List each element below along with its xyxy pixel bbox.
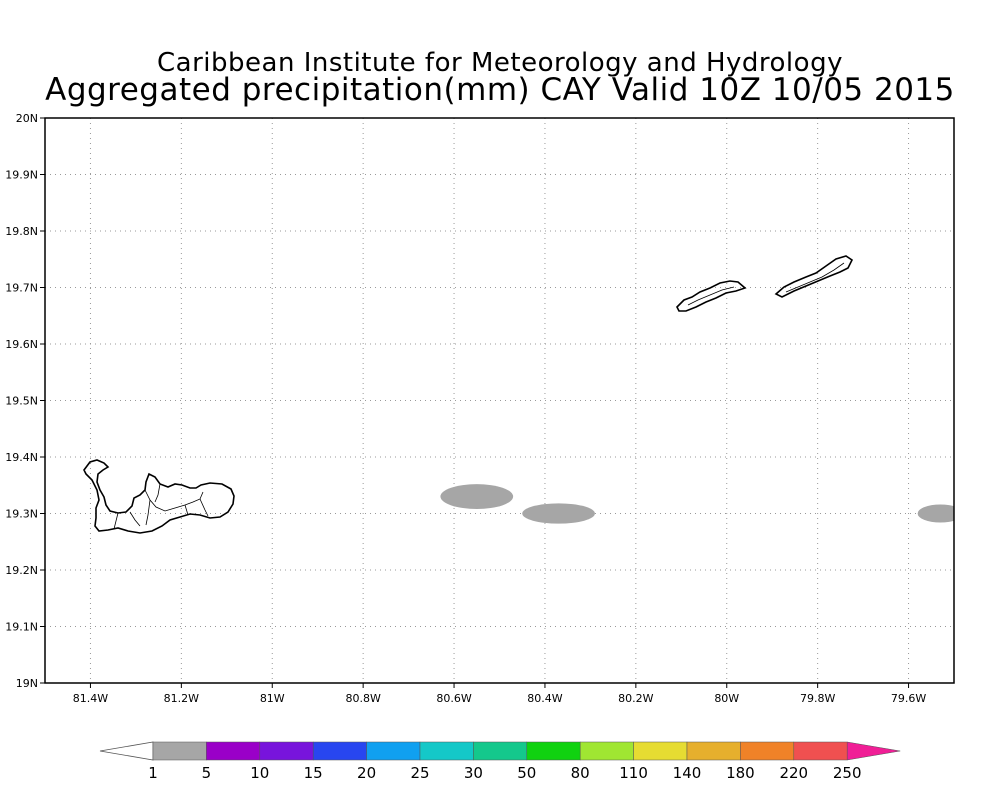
precipitation-areas bbox=[440, 484, 954, 524]
lat-tick-label: 19.9N bbox=[5, 169, 38, 182]
colorbar-segment bbox=[579, 741, 634, 761]
lon-tick-label: 81.2W bbox=[164, 692, 199, 705]
colorbar-label: 5 bbox=[202, 764, 212, 782]
colorbar-label: 140 bbox=[673, 764, 702, 782]
lat-tick-label: 19.6N bbox=[5, 338, 38, 351]
grid-lines bbox=[45, 118, 954, 683]
colorbar-segment bbox=[259, 741, 314, 761]
colorbar-label: 15 bbox=[304, 764, 323, 782]
lon-tick-label: 79.8W bbox=[800, 692, 835, 705]
lat-tick-label: 19.8N bbox=[5, 225, 38, 238]
colorbar-label: 1 bbox=[148, 764, 158, 782]
colorbar-label: 110 bbox=[619, 764, 648, 782]
coastlines bbox=[83, 255, 854, 534]
colorbar-label: 50 bbox=[517, 764, 536, 782]
colorbar-over-triangle bbox=[846, 741, 901, 761]
colorbar-segment bbox=[740, 741, 795, 761]
colorbar-label: 80 bbox=[571, 764, 590, 782]
lon-tick-label: 81.4W bbox=[73, 692, 108, 705]
colorbar-segment bbox=[686, 741, 741, 761]
colorbar-segment bbox=[206, 741, 261, 761]
title-line-2: Aggregated precipitation(mm) CAY Valid 1… bbox=[45, 72, 955, 108]
colorbar-segment bbox=[633, 741, 688, 761]
colorbar: 1 5 10 15 20 25 30 50 80 110 140 180 220 250 bbox=[99, 741, 901, 782]
colorbar-label: 20 bbox=[357, 764, 376, 782]
colorbar-segment bbox=[526, 741, 581, 761]
colorbar-segment bbox=[366, 741, 421, 761]
lon-tick-label: 80.6W bbox=[436, 692, 471, 705]
precipitation-area bbox=[917, 504, 954, 523]
lat-tick-label: 19.1N bbox=[5, 621, 38, 634]
colorbar-segment bbox=[473, 741, 528, 761]
lon-tick-label: 80.8W bbox=[345, 692, 380, 705]
lon-tick-label: 79.6W bbox=[891, 692, 926, 705]
lat-tick-label: 20N bbox=[16, 112, 38, 125]
precipitation-area bbox=[522, 503, 595, 524]
lat-tick-label: 19.7N bbox=[5, 282, 38, 295]
colorbar-segment bbox=[419, 741, 474, 761]
colorbar-label: 25 bbox=[410, 764, 429, 782]
grand-cayman-island bbox=[83, 459, 235, 534]
colorbar-label: 30 bbox=[464, 764, 483, 782]
lon-tick-label: 81W bbox=[260, 692, 285, 705]
colorbar-under-triangle bbox=[99, 741, 154, 761]
little-cayman-island bbox=[676, 280, 747, 312]
latitude-tick-labels: 20N 19.9N 19.8N 19.7N 19.6N 19.5N 19.4N 19.3N 19… bbox=[5, 112, 45, 690]
lon-tick-label: 80.2W bbox=[618, 692, 653, 705]
lat-tick-label: 19.5N bbox=[5, 395, 38, 408]
lon-tick-label: 80W bbox=[714, 692, 739, 705]
colorbar-label: 10 bbox=[250, 764, 269, 782]
colorbar-label: 220 bbox=[779, 764, 808, 782]
colorbar-segment bbox=[312, 741, 367, 761]
precipitation-area bbox=[440, 484, 514, 509]
lat-tick-label: 19.3N bbox=[5, 508, 38, 521]
cayman-brac-island bbox=[774, 255, 854, 298]
longitude-tick-labels: 81.4W 81.2W 81W 80.8W 80.6W 80.4W 80.2W 80W 79.8… bbox=[73, 683, 926, 705]
lat-tick-label: 19.4N bbox=[5, 451, 38, 464]
lon-tick-label: 80.4W bbox=[527, 692, 562, 705]
title-line-1: Caribbean Institute for Meteorology and … bbox=[157, 48, 843, 78]
colorbar-segment bbox=[793, 741, 848, 761]
colorbar-label: 180 bbox=[726, 764, 755, 782]
lat-tick-label: 19N bbox=[16, 677, 38, 690]
lat-tick-label: 19.2N bbox=[5, 564, 38, 577]
colorbar-segment bbox=[152, 741, 207, 761]
colorbar-label: 250 bbox=[833, 764, 862, 782]
